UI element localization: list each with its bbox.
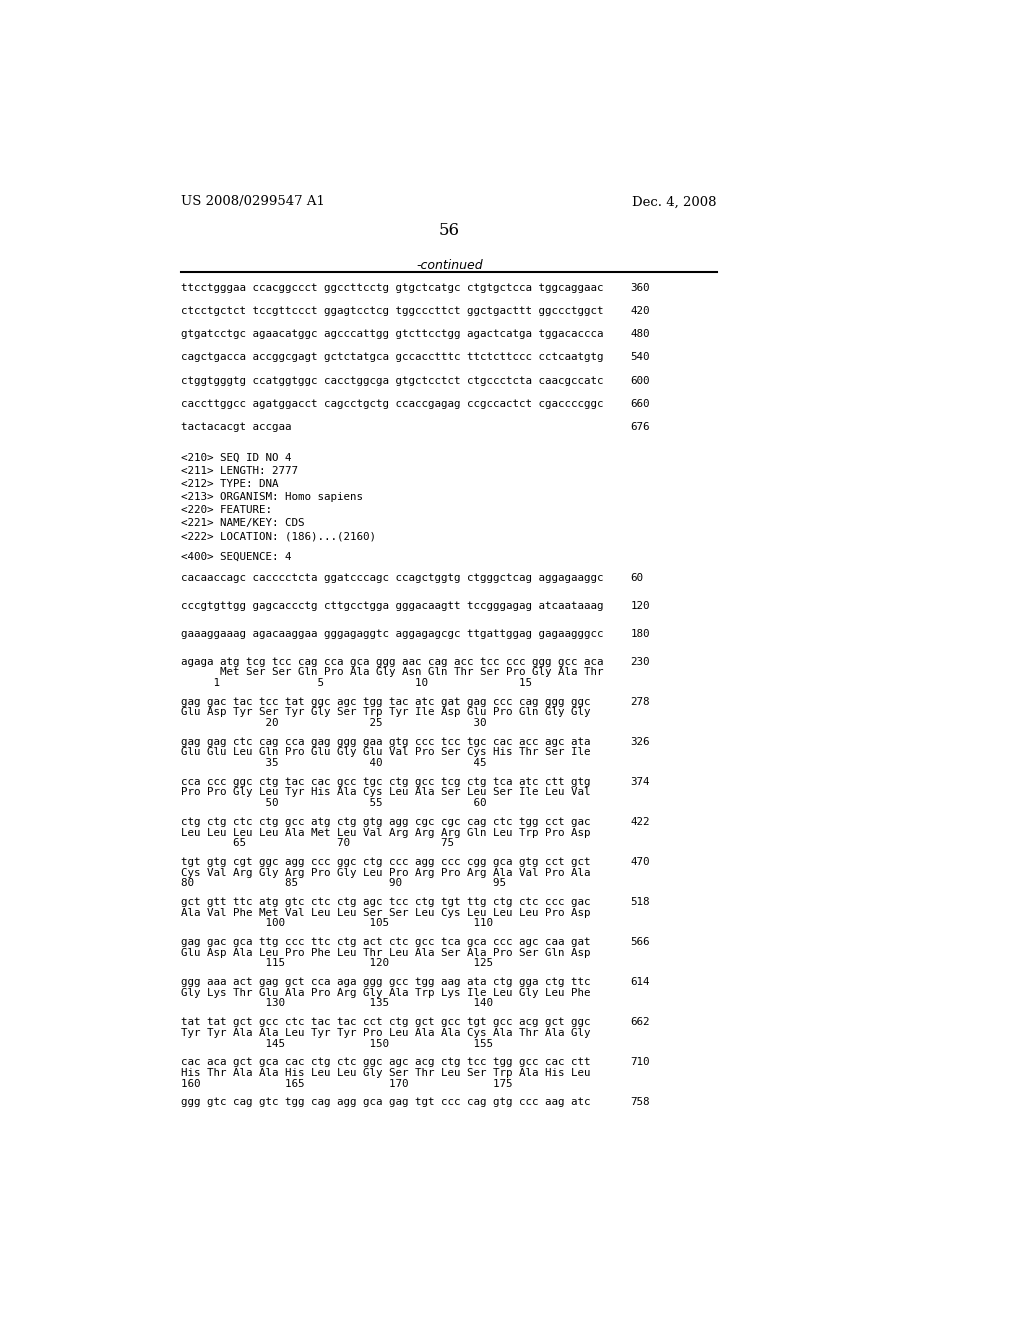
- Text: ctg ctg ctc ctg gcc atg ctg gtg agg cgc cgc cag ctc tgg cct gac: ctg ctg ctc ctg gcc atg ctg gtg agg cgc …: [180, 817, 590, 826]
- Text: 518: 518: [630, 896, 649, 907]
- Text: cac aca gct gca cac ctg ctc ggc agc acg ctg tcc tgg gcc cac ctt: cac aca gct gca cac ctg ctc ggc agc acg …: [180, 1057, 590, 1067]
- Text: 65              70              75: 65 70 75: [180, 838, 454, 849]
- Text: gct gtt ttc atg gtc ctc ctg agc tcc ctg tgt ttg ctg ctc ccc gac: gct gtt ttc atg gtc ctc ctg agc tcc ctg …: [180, 896, 590, 907]
- Text: 60: 60: [630, 573, 643, 583]
- Text: 374: 374: [630, 776, 649, 787]
- Text: 120: 120: [630, 601, 649, 611]
- Text: gaaaggaaag agacaaggaa gggagaggtc aggagagcgc ttgattggag gagaagggcc: gaaaggaaag agacaaggaa gggagaggtc aggagag…: [180, 628, 603, 639]
- Text: <400> SEQUENCE: 4: <400> SEQUENCE: 4: [180, 552, 291, 562]
- Text: 660: 660: [630, 399, 649, 409]
- Text: <222> LOCATION: (186)...(2160): <222> LOCATION: (186)...(2160): [180, 531, 376, 541]
- Text: 326: 326: [630, 737, 649, 747]
- Text: ctggtgggtg ccatggtggc cacctggcga gtgctcctct ctgccctcta caacgccatc: ctggtgggtg ccatggtggc cacctggcga gtgctcc…: [180, 376, 603, 385]
- Text: 180: 180: [630, 628, 649, 639]
- Text: 710: 710: [630, 1057, 649, 1067]
- Text: gag gac gca ttg ccc ttc ctg act ctc gcc tca gca ccc agc caa gat: gag gac gca ttg ccc ttc ctg act ctc gcc …: [180, 937, 590, 946]
- Text: cacaaccagc cacccctcta ggatcccagc ccagctggtg ctgggctcag aggagaaggc: cacaaccagc cacccctcta ggatcccagc ccagctg…: [180, 573, 603, 583]
- Text: Glu Asp Ala Leu Pro Phe Leu Thr Leu Ala Ser Ala Pro Ser Gln Asp: Glu Asp Ala Leu Pro Phe Leu Thr Leu Ala …: [180, 948, 590, 957]
- Text: 540: 540: [630, 352, 649, 363]
- Text: Ala Val Phe Met Val Leu Leu Ser Ser Leu Cys Leu Leu Leu Pro Asp: Ala Val Phe Met Val Leu Leu Ser Ser Leu …: [180, 908, 590, 917]
- Text: 50              55              60: 50 55 60: [180, 799, 486, 808]
- Text: cca ccc ggc ctg tac cac gcc tgc ctg gcc tcg ctg tca atc ctt gtg: cca ccc ggc ctg tac cac gcc tgc ctg gcc …: [180, 776, 590, 787]
- Text: 80              85              90              95: 80 85 90 95: [180, 878, 506, 888]
- Text: -continued: -continued: [417, 259, 483, 272]
- Text: <211> LENGTH: 2777: <211> LENGTH: 2777: [180, 466, 298, 475]
- Text: Dec. 4, 2008: Dec. 4, 2008: [633, 195, 717, 209]
- Text: <221> NAME/KEY: CDS: <221> NAME/KEY: CDS: [180, 517, 304, 528]
- Text: 360: 360: [630, 284, 649, 293]
- Text: Glu Glu Leu Gln Pro Glu Gly Glu Val Pro Ser Cys His Thr Ser Ile: Glu Glu Leu Gln Pro Glu Gly Glu Val Pro …: [180, 747, 590, 758]
- Text: His Thr Ala Ala His Leu Leu Gly Ser Thr Leu Ser Trp Ala His Leu: His Thr Ala Ala His Leu Leu Gly Ser Thr …: [180, 1068, 590, 1077]
- Text: caccttggcc agatggacct cagcctgctg ccaccgagag ccgccactct cgaccccggc: caccttggcc agatggacct cagcctgctg ccaccga…: [180, 399, 603, 409]
- Text: cagctgacca accggcgagt gctctatgca gccacctttc ttctcttccc cctcaatgtg: cagctgacca accggcgagt gctctatgca gccacct…: [180, 352, 603, 363]
- Text: 470: 470: [630, 857, 649, 867]
- Text: Pro Pro Gly Leu Tyr His Ala Cys Leu Ala Ser Leu Ser Ile Leu Val: Pro Pro Gly Leu Tyr His Ala Cys Leu Ala …: [180, 788, 590, 797]
- Text: 480: 480: [630, 330, 649, 339]
- Text: 662: 662: [630, 1016, 649, 1027]
- Text: 20              25              30: 20 25 30: [180, 718, 486, 729]
- Text: Cys Val Arg Gly Arg Pro Gly Leu Pro Arg Pro Arg Ala Val Pro Ala: Cys Val Arg Gly Arg Pro Gly Leu Pro Arg …: [180, 867, 590, 878]
- Text: 56: 56: [439, 222, 460, 239]
- Text: Tyr Tyr Ala Ala Leu Tyr Tyr Pro Leu Ala Ala Cys Ala Thr Ala Gly: Tyr Tyr Ala Ala Leu Tyr Tyr Pro Leu Ala …: [180, 1028, 590, 1038]
- Text: 676: 676: [630, 422, 649, 432]
- Text: 115             120             125: 115 120 125: [180, 958, 493, 969]
- Text: 600: 600: [630, 376, 649, 385]
- Text: 130             135             140: 130 135 140: [180, 998, 493, 1008]
- Text: 614: 614: [630, 977, 649, 987]
- Text: tat tat gct gcc ctc tac tac cct ctg gct gcc tgt gcc acg gct ggc: tat tat gct gcc ctc tac tac cct ctg gct …: [180, 1016, 590, 1027]
- Text: ttcctgggaa ccacggccct ggccttcctg gtgctcatgc ctgtgctcca tggcaggaac: ttcctgggaa ccacggccct ggccttcctg gtgctca…: [180, 284, 603, 293]
- Text: Gly Lys Thr Glu Ala Pro Arg Gly Ala Trp Lys Ile Leu Gly Leu Phe: Gly Lys Thr Glu Ala Pro Arg Gly Ala Trp …: [180, 987, 590, 998]
- Text: <220> FEATURE:: <220> FEATURE:: [180, 506, 271, 515]
- Text: ggg gtc cag gtc tgg cag agg gca gag tgt ccc cag gtg ccc aag atc: ggg gtc cag gtc tgg cag agg gca gag tgt …: [180, 1097, 590, 1107]
- Text: 422: 422: [630, 817, 649, 826]
- Text: 35              40              45: 35 40 45: [180, 758, 486, 768]
- Text: US 2008/0299547 A1: US 2008/0299547 A1: [180, 195, 325, 209]
- Text: 1               5              10              15: 1 5 10 15: [180, 678, 531, 688]
- Text: cccgtgttgg gagcaccctg cttgcctgga gggacaagtt tccgggagag atcaataaag: cccgtgttgg gagcaccctg cttgcctgga gggacaa…: [180, 601, 603, 611]
- Text: 145             150             155: 145 150 155: [180, 1039, 493, 1048]
- Text: gtgatcctgc agaacatggc agcccattgg gtcttcctgg agactcatga tggacaccca: gtgatcctgc agaacatggc agcccattgg gtcttcc…: [180, 330, 603, 339]
- Text: Met Ser Ser Gln Pro Ala Gly Asn Gln Thr Ser Pro Gly Ala Thr: Met Ser Ser Gln Pro Ala Gly Asn Gln Thr …: [180, 668, 603, 677]
- Text: tactacacgt accgaa: tactacacgt accgaa: [180, 422, 291, 432]
- Text: gag gac tac tcc tat ggc agc tgg tac atc gat gag ccc cag ggg ggc: gag gac tac tcc tat ggc agc tgg tac atc …: [180, 697, 590, 706]
- Text: <212> TYPE: DNA: <212> TYPE: DNA: [180, 479, 279, 488]
- Text: 566: 566: [630, 937, 649, 946]
- Text: ctcctgctct tccgttccct ggagtcctcg tggcccttct ggctgacttt ggccctggct: ctcctgctct tccgttccct ggagtcctcg tggccct…: [180, 306, 603, 317]
- Text: Leu Leu Leu Leu Ala Met Leu Val Arg Arg Arg Gln Leu Trp Pro Asp: Leu Leu Leu Leu Ala Met Leu Val Arg Arg …: [180, 828, 590, 837]
- Text: gag gag ctc cag cca gag ggg gaa gtg ccc tcc tgc cac acc agc ata: gag gag ctc cag cca gag ggg gaa gtg ccc …: [180, 737, 590, 747]
- Text: 420: 420: [630, 306, 649, 317]
- Text: 160             165             170             175: 160 165 170 175: [180, 1078, 512, 1089]
- Text: ggg aaa act gag gct cca aga ggg gcc tgg aag ata ctg gga ctg ttc: ggg aaa act gag gct cca aga ggg gcc tgg …: [180, 977, 590, 987]
- Text: 758: 758: [630, 1097, 649, 1107]
- Text: tgt gtg cgt ggc agg ccc ggc ctg ccc agg ccc cgg gca gtg cct gct: tgt gtg cgt ggc agg ccc ggc ctg ccc agg …: [180, 857, 590, 867]
- Text: 278: 278: [630, 697, 649, 706]
- Text: 230: 230: [630, 656, 649, 667]
- Text: <210> SEQ ID NO 4: <210> SEQ ID NO 4: [180, 453, 291, 462]
- Text: agaga atg tcg tcc cag cca gca ggg aac cag acc tcc ccc ggg gcc aca: agaga atg tcg tcc cag cca gca ggg aac ca…: [180, 656, 603, 667]
- Text: 100             105             110: 100 105 110: [180, 919, 493, 928]
- Text: Glu Asp Tyr Ser Tyr Gly Ser Trp Tyr Ile Asp Glu Pro Gln Gly Gly: Glu Asp Tyr Ser Tyr Gly Ser Trp Tyr Ile …: [180, 708, 590, 717]
- Text: <213> ORGANISM: Homo sapiens: <213> ORGANISM: Homo sapiens: [180, 492, 362, 502]
